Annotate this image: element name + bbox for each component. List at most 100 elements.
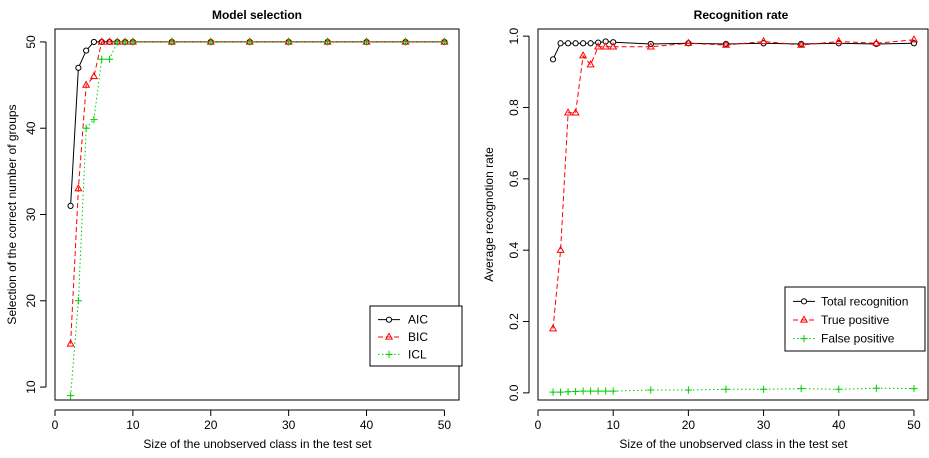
data-point-false-positive [564, 388, 572, 396]
x-tick-label: 10 [607, 418, 621, 432]
y-tick-label: 0.6 [507, 170, 521, 187]
data-point-total-recognition [587, 40, 594, 47]
data-point-false-positive [910, 384, 918, 393]
data-point-false-positive [647, 386, 655, 394]
legend-marker-bic [384, 332, 394, 340]
data-point-aic [83, 47, 90, 54]
chart-title: Recognition rate [694, 8, 789, 22]
data-point-bic [82, 80, 91, 88]
data-point-false-positive [594, 387, 602, 395]
data-point-total-recognition [549, 56, 557, 63]
data-point-false-positive [579, 387, 587, 395]
data-point-total-recognition [557, 40, 564, 47]
data-point-false-positive [556, 388, 565, 396]
data-point-icl [323, 38, 332, 46]
x-axis-label: Size of the unobserved class in the test… [143, 437, 372, 451]
data-point-total-recognition [580, 40, 587, 47]
series-false-positive [549, 384, 918, 396]
y-tick-label: 10 [24, 380, 38, 394]
chart-panel-1: Model selection 0 10 20 30 40 50 Size of the un… [5, 8, 463, 451]
legend-marker-false-positive [800, 335, 808, 343]
data-point-icl [246, 38, 254, 46]
data-point-true-positive [571, 108, 580, 116]
data-point-false-positive [609, 387, 617, 395]
chart-title: Model selection [212, 8, 302, 22]
data-point-icl [401, 38, 410, 46]
data-point-true-positive [586, 60, 595, 68]
data-point-false-positive [872, 384, 880, 392]
legend: Total recognition True positive False posi… [784, 286, 926, 352]
data-point-bic [74, 183, 83, 192]
data-point-true-positive [872, 38, 881, 46]
data-point-icl [82, 124, 90, 132]
legend-box [784, 286, 926, 352]
data-point-true-positive [579, 51, 588, 59]
y-tick-label: 0.8 [507, 99, 521, 116]
data-point-icl [129, 38, 137, 46]
data-point-icl [121, 38, 129, 46]
data-point-true-positive [909, 35, 919, 43]
data-point-true-positive [759, 36, 768, 45]
plot-frame [54, 28, 460, 401]
data-point-false-positive [722, 385, 730, 393]
x-tick-label: 10 [126, 418, 140, 432]
x-tick-label: 0 [535, 418, 542, 432]
x-tick-label: 30 [282, 418, 296, 432]
y-tick-label: 0.0 [507, 384, 521, 401]
data-point-true-positive [609, 42, 618, 50]
y-axis-label: Selection of the correct number of group… [5, 104, 19, 324]
data-point-true-positive [548, 324, 558, 332]
data-point-icl [207, 38, 215, 46]
series-true-positive [548, 35, 919, 332]
data-point-bic [89, 71, 99, 80]
data-point-icl [168, 38, 176, 46]
data-point-true-positive [797, 40, 806, 48]
data-point-bic [105, 37, 114, 45]
data-point-aic [75, 64, 82, 71]
data-point-icl [285, 38, 293, 46]
data-point-false-positive [759, 385, 768, 393]
y-tick-label: 40 [24, 121, 38, 135]
legend-marker-icl [385, 350, 393, 358]
data-point-total-recognition [572, 40, 579, 47]
legend-marker-aic [385, 316, 393, 323]
data-point-true-positive [594, 42, 603, 50]
data-point-icl [440, 38, 449, 46]
y-tick-label: 0.4 [507, 242, 521, 259]
x-tick-label: 50 [438, 418, 452, 432]
legend-marker-total-recognition [800, 298, 808, 305]
x-tick-label: 20 [204, 418, 218, 432]
plot-frame [537, 28, 929, 401]
legend-label-icl: ICL [408, 347, 427, 361]
data-point-true-positive [563, 108, 573, 116]
data-point-false-positive [549, 388, 557, 396]
x-tick-label: 0 [52, 418, 59, 432]
data-point-true-positive [556, 245, 565, 253]
x-tick-label: 30 [757, 418, 771, 432]
y-tick-label: 1.0 [507, 27, 521, 44]
data-point-icl [362, 38, 371, 46]
data-point-false-positive [835, 385, 843, 393]
y-tick-label: 50 [24, 35, 38, 49]
data-point-total-recognition [610, 39, 617, 46]
data-point-icl [105, 55, 114, 63]
data-point-aic [90, 38, 98, 46]
y-tick-label: 20 [24, 294, 38, 308]
data-point-icl [113, 38, 121, 46]
data-point-false-positive [684, 386, 692, 394]
legend: AIC BIC ICL [369, 305, 463, 367]
data-point-true-positive [646, 42, 655, 50]
data-point-false-positive [602, 387, 610, 395]
data-point-false-positive [797, 384, 805, 393]
x-tick-label: 50 [907, 418, 921, 432]
data-point-bic [97, 37, 106, 45]
series-line-true-positive [552, 39, 915, 329]
x-axis-label: Size of the unobserved class in the test… [619, 437, 848, 451]
data-point-icl [74, 297, 82, 305]
y-tick-label: 30 [24, 208, 38, 222]
data-point-false-positive [571, 387, 580, 396]
legend-label-false-positive: False positive [821, 332, 895, 346]
legend-label-total-recognition: Total recognition [821, 294, 908, 308]
